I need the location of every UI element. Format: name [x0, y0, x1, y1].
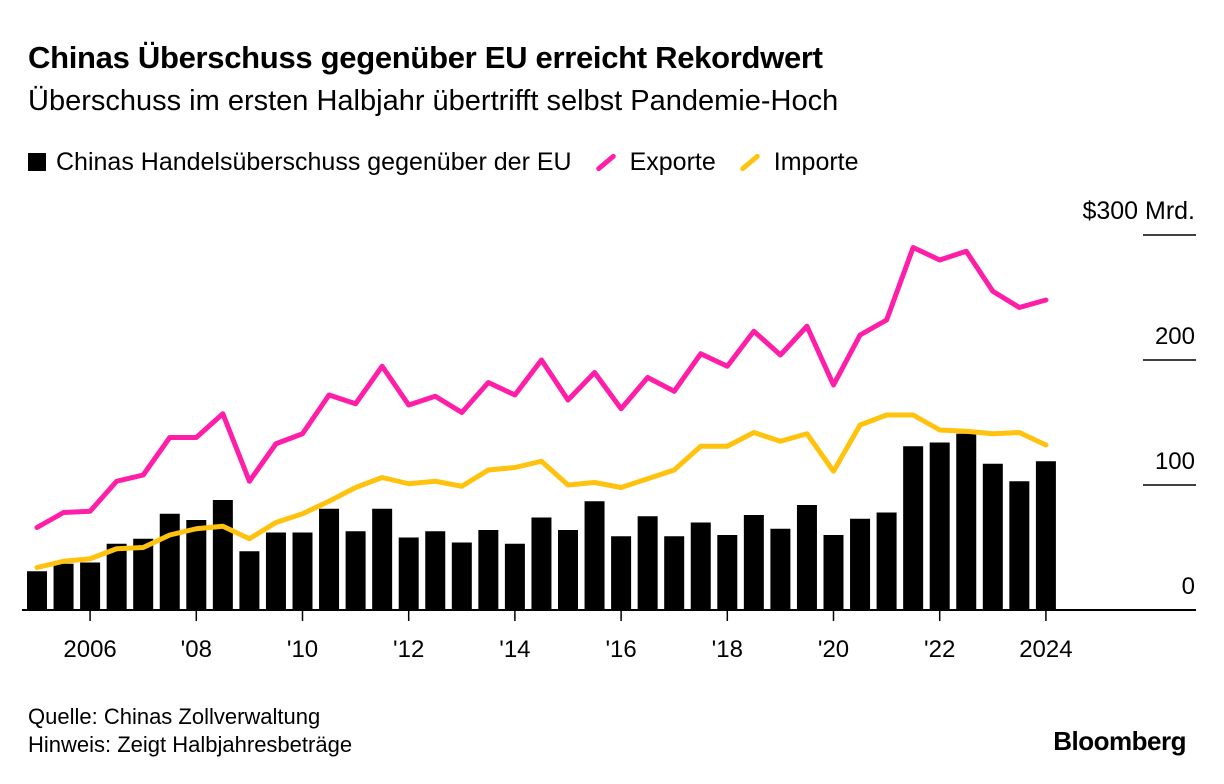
- bar: [292, 532, 313, 610]
- bar: [743, 515, 764, 610]
- source-note: Quelle: Chinas Zollverwaltung: [28, 704, 321, 729]
- bar: [690, 522, 711, 610]
- legend-swatch-surplus: [28, 153, 46, 171]
- bar: [717, 535, 738, 610]
- bar: [478, 530, 499, 610]
- bar: [265, 532, 286, 610]
- bar: [531, 517, 552, 610]
- chart-subtitle: Überschuss im ersten Halbjahr übertrifft…: [28, 85, 839, 117]
- x-tick-label-3: '12: [393, 636, 424, 663]
- legend-label-surplus: Chinas Handelsüberschuss gegenüber der E…: [56, 147, 572, 176]
- bar: [1035, 461, 1056, 610]
- bar: [106, 543, 127, 610]
- bar: [611, 536, 632, 610]
- bar: [637, 516, 658, 610]
- y-tick-label-1: 100: [1155, 448, 1195, 475]
- legend-item-exports: Exporte: [594, 148, 716, 177]
- x-tick-label-7: '20: [818, 636, 849, 663]
- bar: [903, 446, 924, 610]
- bar: [212, 500, 233, 610]
- bar: [558, 530, 578, 610]
- chart-title: Chinas Überschuss gegenüber EU erreicht …: [28, 40, 823, 75]
- legend-label-imports: Importe: [773, 147, 859, 176]
- bar: [1009, 481, 1030, 610]
- bar: [770, 528, 791, 610]
- exports-line: [34, 245, 1049, 530]
- bar: [850, 518, 871, 610]
- x-tick-label-9: 2024: [1019, 636, 1072, 663]
- bar: [80, 562, 101, 610]
- bar: [27, 571, 47, 610]
- legend-label-exports: Exporte: [629, 147, 716, 176]
- y-tick-label-0: 0: [1182, 573, 1195, 600]
- bar: [425, 531, 446, 610]
- bar: [451, 542, 472, 610]
- bar: [584, 501, 605, 610]
- imports-line: [34, 412, 1049, 570]
- bar: [319, 508, 340, 610]
- footnote: Hinweis: Zeigt Halbjahresbeträge: [28, 732, 353, 757]
- bar: [664, 536, 685, 610]
- x-tick-label-6: '18: [712, 636, 743, 663]
- bar: [159, 513, 180, 610]
- bar: [239, 551, 260, 610]
- x-tick-label-0: 2006: [63, 636, 116, 663]
- bar: [982, 463, 1003, 610]
- legend-item-surplus: Chinas Handelsüberschuss gegenüber der E…: [28, 148, 572, 177]
- x-tick-label-5: '16: [605, 636, 636, 663]
- bar: [133, 538, 154, 610]
- bar: [876, 512, 897, 610]
- bar: [504, 543, 525, 610]
- bar: [53, 563, 74, 610]
- bar: [372, 508, 393, 610]
- bloomberg-logo: Bloomberg: [1053, 726, 1186, 756]
- bar: [823, 535, 844, 610]
- x-tick-label-4: '14: [499, 636, 530, 663]
- x-tick-label-2: '10: [287, 636, 318, 663]
- bar: [796, 505, 817, 610]
- y-tick-label-2: 200: [1155, 323, 1195, 350]
- bar: [345, 531, 366, 610]
- bar: [929, 442, 950, 610]
- bar: [186, 520, 207, 610]
- x-tick-label-8: '22: [924, 636, 955, 663]
- y-tick-label-3: $300 Mrd.: [1082, 197, 1195, 225]
- legend-item-imports: Importe: [738, 148, 859, 177]
- legend: Chinas Handelsüberschuss gegenüber der E…: [28, 144, 881, 180]
- bar: [956, 433, 977, 610]
- x-tick-label-1: '08: [181, 636, 212, 663]
- bar: [398, 537, 419, 610]
